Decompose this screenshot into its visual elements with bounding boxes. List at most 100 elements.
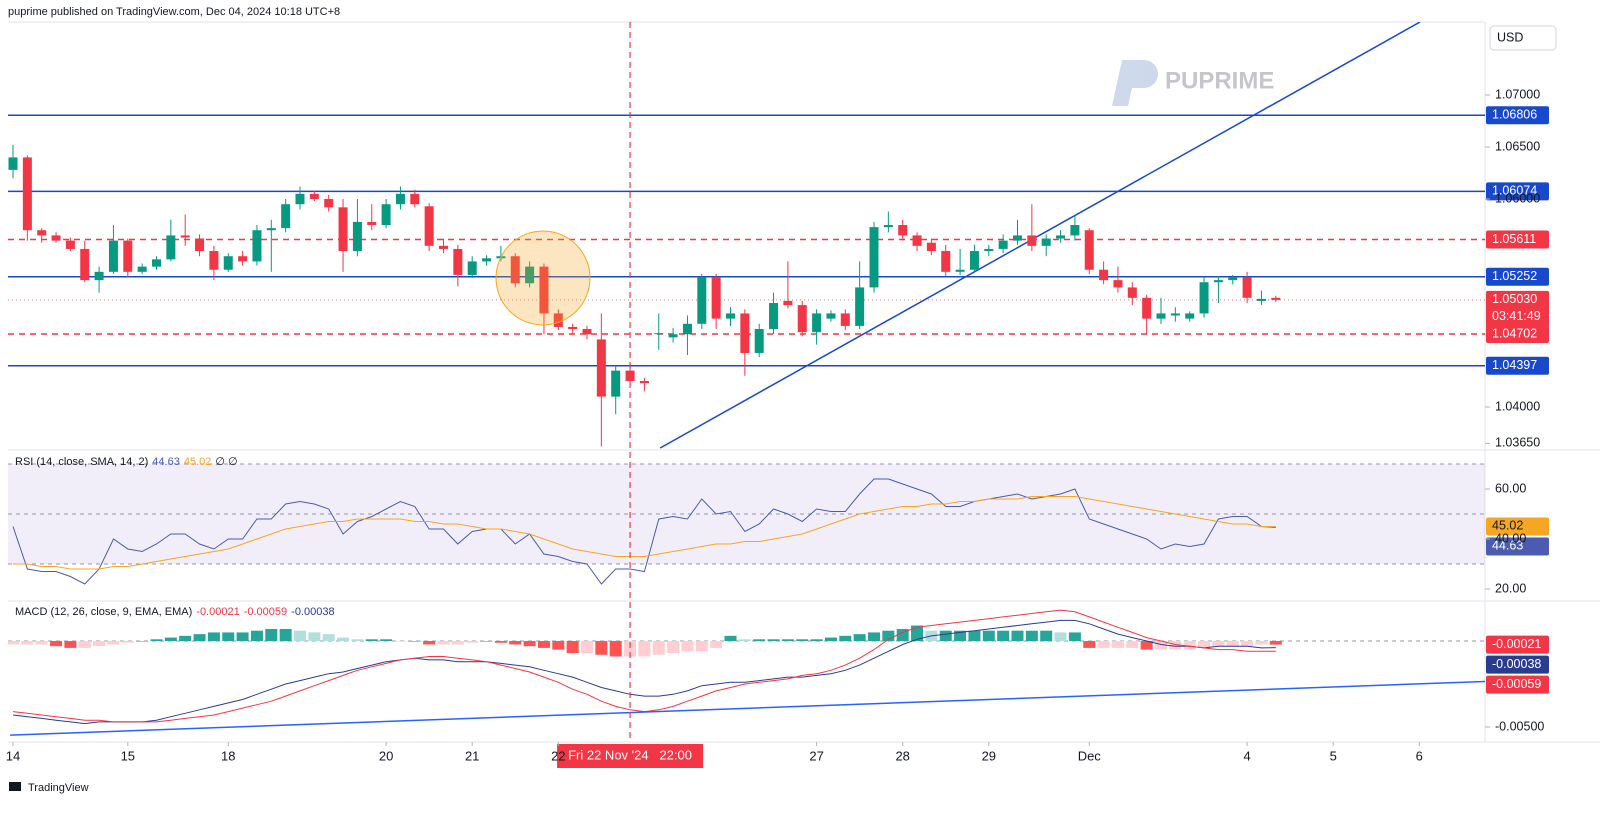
x-tick-label: 18: [221, 748, 235, 763]
candle-body: [1027, 235, 1037, 246]
histogram-bar: [552, 641, 565, 650]
histogram-bar: [911, 625, 924, 642]
y-tick-label: 1.07000: [1495, 87, 1540, 101]
histogram-bar: [494, 641, 507, 643]
candle-body: [969, 251, 979, 270]
crosshair-label: Fri 22 Nov '24 22:00: [568, 747, 692, 762]
histogram-bar: [193, 634, 206, 642]
candle-body: [1271, 297, 1281, 300]
candle-body: [108, 240, 118, 272]
histogram-bar: [451, 641, 464, 645]
candle-body: [1099, 269, 1109, 281]
candle-body: [395, 193, 405, 205]
histogram-bar: [724, 635, 737, 642]
candle-body: [1127, 287, 1137, 298]
histogram-bar: [839, 635, 852, 642]
price-tag-label: 1.05611: [1492, 232, 1536, 246]
candle-body: [309, 193, 319, 200]
histogram-bar: [8, 641, 19, 645]
histogram-bar: [78, 641, 91, 648]
candle-body: [324, 199, 334, 208]
candle-body: [926, 242, 936, 252]
x-tick-label: Dec: [1078, 748, 1102, 763]
rsi-tag-label: 44.63: [1492, 539, 1523, 553]
candle-body: [266, 228, 276, 231]
histogram-bar: [1269, 641, 1282, 645]
histogram-bar: [294, 630, 306, 642]
y-tick-label: 1.04000: [1495, 399, 1540, 413]
rsi-tag: [1486, 517, 1549, 536]
candle-body: [955, 269, 965, 272]
x-tick-label: 15: [121, 748, 135, 763]
histogram-bar: [337, 637, 350, 642]
candle-body: [51, 235, 61, 241]
x-tick-label: 4: [1243, 748, 1250, 763]
currency-box[interactable]: [1489, 25, 1557, 51]
candle-body: [1070, 225, 1080, 236]
macd-line: [12, 619, 1276, 725]
footer-logo: [9, 782, 21, 791]
histogram-bar: [466, 641, 479, 643]
candle-body: [295, 193, 305, 205]
histogram-bar: [136, 641, 149, 642]
histogram-bar: [537, 641, 550, 648]
histogram-bar: [480, 641, 493, 642]
candle-body: [1170, 313, 1180, 316]
histogram-bar: [781, 639, 794, 642]
histogram-bar: [509, 641, 522, 645]
candle-body: [94, 271, 104, 281]
x-tick-label: 21: [465, 748, 479, 763]
candle-body: [209, 251, 219, 270]
candle-body: [467, 261, 477, 275]
histogram-bar: [107, 641, 120, 645]
candle-body: [855, 287, 865, 326]
price-tag: [1486, 325, 1549, 344]
price-tag: [1486, 356, 1549, 375]
macd-tag: [1486, 675, 1549, 694]
histogram-bar: [667, 641, 680, 654]
histogram-bar: [1241, 641, 1254, 647]
y-tick-label: 1.06500: [1495, 139, 1540, 153]
indicator-line: [13, 496, 1276, 570]
candle-body: [1256, 298, 1266, 301]
histogram-bar: [982, 630, 995, 642]
candle-body: [682, 323, 692, 335]
candle-body: [22, 157, 32, 231]
histogram-bar: [207, 632, 220, 642]
candle-body: [697, 277, 707, 324]
histogram-bar: [93, 641, 106, 647]
histogram-bar: [997, 630, 1010, 642]
histogram-bar: [796, 639, 809, 642]
x-tick-label: 14: [6, 748, 20, 763]
histogram-bar: [939, 630, 952, 642]
histogram-bar: [236, 632, 249, 642]
candle-body: [812, 313, 822, 333]
candle-body: [596, 339, 606, 397]
rsi-legend: RSI (14, close, SMA, 14, 2) 44.63 45.02 ∅ ∅: [15, 456, 238, 468]
candle-body: [1156, 313, 1166, 319]
candle-body: [410, 193, 420, 205]
y-tick-label: 60.00: [1495, 481, 1526, 495]
histogram-bar: [753, 639, 766, 642]
histogram-bar: [810, 639, 823, 642]
candle-body: [769, 303, 779, 330]
x-tick-label: 5: [1330, 748, 1337, 763]
header: puprime published on TradingView.com, De…: [8, 6, 340, 18]
histogram-bar: [322, 634, 335, 642]
histogram-bar: [1025, 630, 1038, 642]
histogram-bar: [35, 641, 48, 645]
candle-body: [998, 240, 1008, 249]
histogram-bar: [868, 632, 880, 642]
histogram-bar: [609, 641, 622, 657]
histogram-bar: [882, 630, 895, 642]
x-tick-label: 22: [551, 748, 565, 763]
candle-body: [65, 240, 75, 249]
candle-body: [582, 329, 592, 335]
candle-body: [568, 326, 578, 330]
candle-body: [941, 251, 951, 272]
histogram-bar: [968, 630, 981, 642]
x-tick-label: 6: [1416, 748, 1423, 763]
histogram-bar: [1169, 641, 1182, 650]
candle-body: [553, 313, 563, 327]
macd-line: [12, 609, 1276, 723]
